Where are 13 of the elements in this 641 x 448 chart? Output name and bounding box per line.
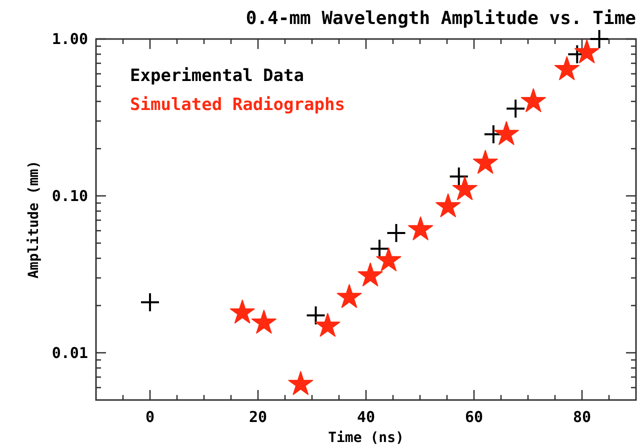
x-axis-title: Time (ns) [328,430,404,446]
x-tick-label: 20 [248,408,268,426]
x-tick-label: 60 [464,408,484,426]
text: Experimental Data [130,66,304,86]
chart-title: 0.4-mm Wavelength Amplitude vs. Time [246,8,636,29]
x-tick-label: 0 [145,408,155,426]
text: Simulated Radiographs [130,95,345,115]
y-tick-label: 1.00 [52,30,88,48]
x-tick-label: 40 [356,408,376,426]
x-tick-label: 80 [572,408,592,426]
y-tick-label: 0.10 [52,186,88,205]
y-tick-label: 0.01 [52,344,88,362]
y-axis-title: Amplitude (mm) [26,160,42,279]
